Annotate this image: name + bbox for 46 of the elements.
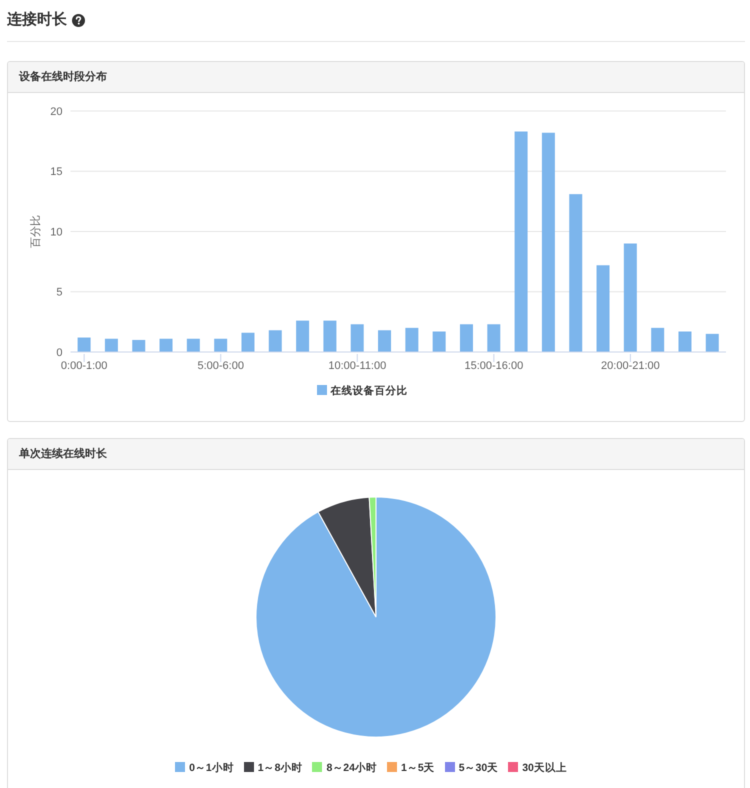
bar [104,338,118,352]
bar [569,194,582,352]
bar [460,324,473,352]
legend-label: 1～5天 [401,762,435,774]
y-tick-label: 20 [50,106,62,118]
bar [706,334,719,352]
legend-label: 8～24小时 [326,762,377,774]
bar [487,324,500,352]
x-tick-label: 0:00-1:00 [60,360,108,372]
chart-subtitle: 设备在线时段分布 [19,71,107,83]
x-tick-label: 10:00-11:00 [328,360,386,372]
bar [651,328,664,352]
x-tick-label: 20:00-21:00 [601,360,660,372]
bar [241,332,254,352]
bar [678,332,692,352]
y-tick-label: 5 [56,286,62,299]
bar [350,324,364,352]
legend-label: 5～30天 [458,762,498,774]
bar [214,338,228,352]
bar [542,132,555,352]
pie-slice [256,496,496,738]
legend-label: 在线设备百分比 [330,385,408,397]
bar [624,244,637,352]
x-tick-label: 15:00-16:00 [464,360,524,372]
bar [378,330,392,352]
bar [323,320,336,352]
bar [405,328,418,352]
bar [296,320,310,352]
y-tick-label: 10 [50,226,62,238]
bar [514,131,528,352]
chart-title: 连接时长 [7,11,67,28]
bar [432,332,446,352]
bar [132,340,146,352]
y-tick-label: 0 [56,346,62,359]
bar [186,338,200,352]
legend-label: 30天以上 [522,762,567,774]
x-tick-label: 5:00-6:00 [197,360,244,372]
bar [78,338,91,352]
y-axis-title: 百分比 [29,215,42,248]
text: 单次连续在线时长 [19,448,107,460]
legend-label: 1～8小时 [258,762,302,774]
y-tick-label: 15 [50,166,62,178]
bar [268,330,282,352]
bar [160,338,173,352]
bar [596,265,610,352]
legend-label: 0～1小时 [189,762,234,774]
